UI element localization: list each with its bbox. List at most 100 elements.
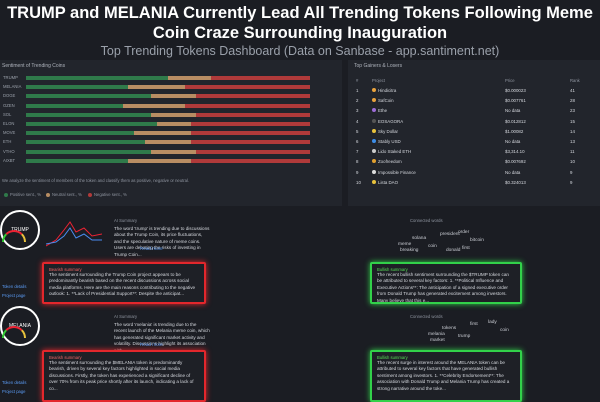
bar-segment <box>190 158 310 163</box>
table-cell: 41 <box>570 88 575 93</box>
bar-segment <box>210 76 310 80</box>
table-cell: $0.000023 <box>505 88 526 93</box>
table-cell: SafCoin <box>378 98 394 104</box>
connected-word: first <box>470 322 478 327</box>
table-cell: 28 <box>570 98 575 104</box>
bar-segment <box>26 131 134 136</box>
legend-swatch <box>88 193 92 197</box>
box-label: Bullish summary <box>377 355 408 360</box>
row-label: TRUMP <box>3 75 18 80</box>
row-label: MOVE <box>3 130 16 136</box>
row-label: ELON <box>3 121 15 126</box>
link[interactable]: Token details <box>2 284 27 289</box>
table-cell: 15 <box>570 118 575 124</box>
table-cell: EOSAGORA <box>378 118 404 124</box>
words-label: Connected words <box>410 218 443 223</box>
bar-segment <box>26 85 129 90</box>
project-icon <box>372 98 376 103</box>
bar-segment <box>185 103 310 108</box>
column-header: Rank <box>570 78 580 83</box>
bullish-box: Bullish summary The recent surge in inter… <box>370 350 522 402</box>
table-cell: 13 <box>570 139 575 144</box>
connected-word: bitcoin <box>470 238 484 243</box>
bar-segment <box>26 149 151 154</box>
project-icon <box>372 128 376 133</box>
bar-segment <box>26 140 146 145</box>
bar-segment <box>168 76 211 80</box>
link[interactable]: Project page <box>2 293 26 298</box>
connected-word: solana <box>412 236 427 241</box>
legend-swatch <box>46 193 50 197</box>
table-cell: $0.007761 <box>505 98 526 104</box>
table-cell: 9 <box>570 169 573 175</box>
row-label: ETH <box>3 139 12 145</box>
bar-segment <box>122 103 186 108</box>
legend-label: Negative sent., % <box>94 192 127 197</box>
panel-title: Top Gainers & Losers <box>354 63 403 69</box>
bar-segment <box>145 140 191 145</box>
box-text: The recent surge in interest around the … <box>377 360 510 391</box>
connected-word: lady <box>488 320 497 325</box>
connected-word: coin <box>500 328 509 333</box>
table-cell: 2 <box>356 98 359 104</box>
row-label: VTHO <box>3 148 15 154</box>
bar-segment <box>128 158 191 163</box>
legend-label: Neutral sent., % <box>52 192 82 197</box>
connected-word: coin <box>428 244 437 249</box>
token-circle: TRUMP <box>0 210 40 250</box>
bar-segment <box>196 94 310 99</box>
table-cell: 1 <box>356 88 359 93</box>
project-icon <box>372 159 376 164</box>
table-cell: 3 <box>356 108 359 114</box>
token-circle: MELANIA <box>0 306 40 346</box>
table-cell: Impossible Finance <box>378 169 416 175</box>
bar-segment <box>128 85 186 90</box>
table-cell: 10 <box>570 159 575 165</box>
bar-segment <box>26 112 151 117</box>
row-label: OZEN <box>3 102 15 108</box>
table-cell: 23 <box>570 108 575 114</box>
table-cell: $0.012812 <box>505 118 526 124</box>
volume-line <box>46 227 102 245</box>
table-cell: $0.324013 <box>505 179 526 185</box>
table-cell: Hindicitra <box>378 88 397 93</box>
connected-word: trump <box>458 334 471 339</box>
bar-segment <box>26 103 123 108</box>
bearish-box: Bearish summary The sentiment surrounding… <box>42 262 206 304</box>
legend-swatch <box>4 193 8 197</box>
gainers-panel <box>348 60 600 206</box>
ai-label: AI Summary <box>114 218 138 223</box>
table-cell: $3,314.10 <box>505 149 525 155</box>
table-cell: 11 <box>570 149 575 155</box>
box-label: Bullish summary <box>377 267 408 272</box>
ai-label: AI Summary <box>114 314 138 319</box>
table-cell: 4 <box>356 118 359 124</box>
bar-segment <box>26 94 151 99</box>
row-label: SOL <box>3 111 12 117</box>
link[interactable]: Project page <box>2 389 26 394</box>
table-cell: Lista DAO <box>378 179 399 185</box>
box-label: Bearish summary <box>49 267 82 272</box>
read-more[interactable]: Read more <box>140 342 163 347</box>
bar-segment <box>156 122 191 126</box>
bar-segment <box>26 76 168 80</box>
table-cell: 7 <box>356 149 359 155</box>
connected-word: breaking <box>400 248 419 253</box>
read-more[interactable]: Read more <box>140 246 163 251</box>
link[interactable]: Token details <box>2 380 27 385</box>
bar-segment <box>150 94 197 99</box>
sparkline <box>46 221 102 247</box>
connected-word: president <box>440 232 460 237</box>
price-line <box>46 221 102 247</box>
table-cell: 10 <box>356 179 361 185</box>
bearish-box: Bearish summary The sentiment surrounding… <box>42 350 206 402</box>
connected-word: donald <box>446 248 461 253</box>
connected-word: first <box>462 246 470 251</box>
bar-segment <box>196 149 310 154</box>
table-cell: $1.00082 <box>505 128 524 134</box>
connected-word: order <box>458 230 470 235</box>
table-cell: 5 <box>356 128 359 134</box>
project-icon <box>372 118 376 123</box>
bar-segment <box>185 85 310 90</box>
